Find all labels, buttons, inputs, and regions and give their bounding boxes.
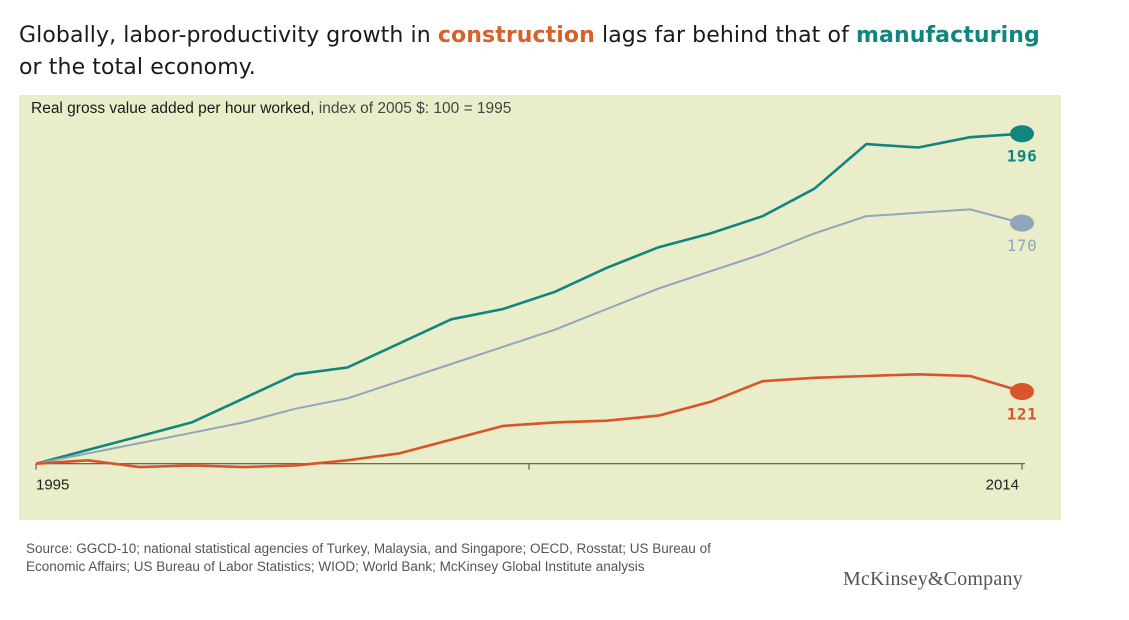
series-lines xyxy=(35,125,1034,469)
end-label-total: 170 xyxy=(1007,236,1037,255)
series-line-total xyxy=(35,208,1023,465)
x-axis: 1995 2014 xyxy=(35,463,1025,494)
headline-construction: construction xyxy=(437,23,595,48)
chart-title: Real gross value added per hour worked, … xyxy=(31,100,511,118)
series-line-manufacturing xyxy=(35,132,1023,465)
headline-manufacturing: manufacturing xyxy=(856,23,1040,48)
headline-text-1: Globally, labor-productivity growth in xyxy=(19,23,438,48)
end-label-manufacturing: 196 xyxy=(1007,147,1037,166)
end-marker-total xyxy=(1010,214,1034,232)
source-note: Source: GGCD-10; national statistical ag… xyxy=(26,541,711,574)
headline-text-2: lags far behind that of xyxy=(594,23,857,48)
headline-text-3: or the total economy. xyxy=(19,55,256,80)
mckinsey-logo: McKinsey&Company xyxy=(843,568,1023,590)
headline: Globally, labor-productivity growth in c… xyxy=(19,20,1109,84)
chart-panel: 1995 2014 196 170 121 Real gross value adde… xyxy=(19,95,1061,520)
series-line-construction xyxy=(35,372,1023,469)
end-marker-manufacturing xyxy=(1010,125,1034,143)
line-chart: 1995 2014 196 170 121 xyxy=(35,125,1037,494)
end-marker-construction xyxy=(1010,383,1034,401)
x-tick-label-start: 1995 xyxy=(36,477,69,494)
chart-title-main: Real gross value added per hour worked, xyxy=(31,100,315,117)
end-labels: 196 170 121 xyxy=(1007,147,1037,424)
end-label-construction: 121 xyxy=(1007,405,1037,424)
chart-title-units: index of 2005 $: 100 = 1995 xyxy=(314,100,512,117)
x-tick-label-end: 2014 xyxy=(986,477,1019,494)
